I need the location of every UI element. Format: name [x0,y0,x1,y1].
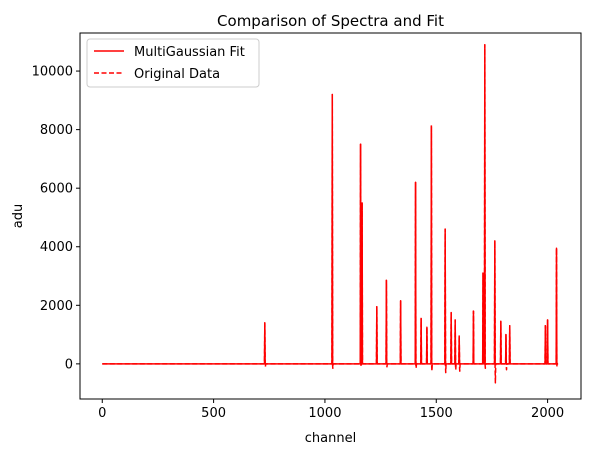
x-axis-label: channel [305,431,356,446]
series-line-original-data [102,43,559,384]
legend: MultiGaussian Fit Original Data [86,38,260,88]
y-tick-label: 2000 [40,299,73,314]
x-tick-label: 1000 [308,406,341,421]
chart-title: Comparison of Spectra and Fit [217,12,444,30]
x-tick-label: 1500 [420,406,453,421]
y-tick-label: 6000 [40,182,73,197]
y-axis-label: adu [11,204,26,228]
y-tick-label: 4000 [40,240,73,255]
y-tick-label: 10000 [32,65,73,80]
axes-frame [79,32,582,400]
y-tick-label: 0 [65,357,73,372]
x-tick-label: 2000 [531,406,564,421]
x-tick-label: 500 [201,406,226,421]
x-tick-label: 0 [98,406,106,421]
legend-label-data: Original Data [134,67,220,82]
legend-label-fit: MultiGaussian Fit [134,45,245,60]
legend-box [86,38,260,88]
series-line-multigaussian-fit [102,43,559,365]
y-tick-label: 8000 [40,123,73,138]
